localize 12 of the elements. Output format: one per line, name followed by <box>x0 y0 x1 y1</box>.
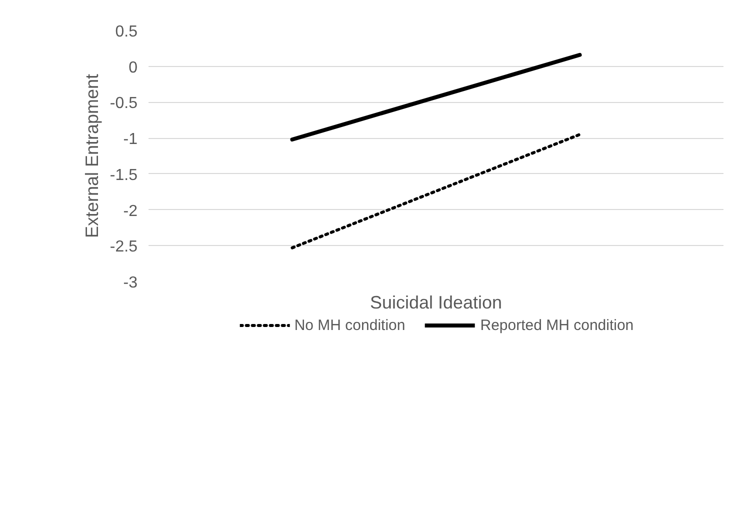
y-tick-label: 0.5 <box>115 24 138 40</box>
y-tick-label: -1 <box>123 131 138 148</box>
y-tick-label: -3 <box>123 274 138 292</box>
y-tick-label: -1.5 <box>110 166 138 184</box>
y-tick-label: -2.5 <box>110 238 138 256</box>
y-tick-label: 0 <box>128 59 138 76</box>
y-tick-label: -0.5 <box>110 95 138 112</box>
legend-label: No MH condition <box>294 316 406 334</box>
y-axis-title: External Entrapment <box>82 74 102 238</box>
x-axis-title: Suicidal Ideation <box>370 292 502 312</box>
legend-label: Reported MH condition <box>480 316 634 334</box>
y-tick-label: -2 <box>123 202 138 220</box>
